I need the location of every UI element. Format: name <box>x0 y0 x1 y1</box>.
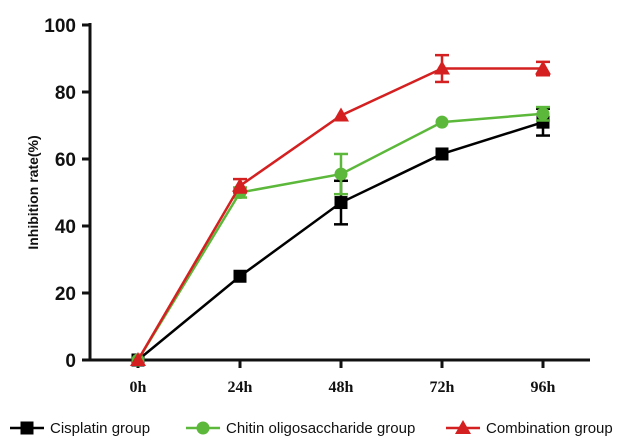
series-line <box>136 112 544 361</box>
chart-legend: Cisplatin group Chitin oligosaccharide gr… <box>10 420 613 437</box>
legend-item: Combination group <box>446 420 613 437</box>
y-tick-label: 60 <box>55 150 76 171</box>
data-point <box>334 196 348 210</box>
data-point <box>536 107 550 121</box>
y-axis-ticks: 0 20 40 60 80 100 <box>44 16 90 372</box>
legend-item: Chitin oligosaccharide group <box>186 420 415 437</box>
data-point <box>535 60 551 75</box>
data-point <box>435 147 449 161</box>
legend-marker <box>196 421 210 435</box>
legend-marker <box>455 420 471 434</box>
x-tick-label: 0h <box>130 379 147 396</box>
y-tick-label: 80 <box>55 83 76 104</box>
y-tick-label: 0 <box>65 351 76 372</box>
y-axis-title: Inhibition rate(%) <box>25 135 41 249</box>
legend-item: Cisplatin group <box>10 420 150 437</box>
data-point <box>435 115 449 129</box>
x-tick-label: 72h <box>430 379 455 396</box>
data-point <box>334 167 348 181</box>
series-circle <box>131 105 550 367</box>
data-point <box>130 352 146 366</box>
data-point <box>232 177 248 192</box>
y-tick-label: 100 <box>44 16 76 37</box>
x-tick-label: 96h <box>531 379 556 396</box>
legend-marker <box>20 421 34 435</box>
y-tick-label: 40 <box>55 217 76 238</box>
x-tick-label: 48h <box>329 379 354 396</box>
y-tick-label: 20 <box>55 284 76 305</box>
legend-label: Cisplatin group <box>50 420 150 437</box>
data-point <box>333 107 349 122</box>
legend-label: Chitin oligosaccharide group <box>226 420 415 437</box>
data-point <box>233 269 247 283</box>
x-axis-ticks: 0h 24h 48h 72h 96h <box>130 360 556 396</box>
x-tick-label: 24h <box>228 379 253 396</box>
series-square <box>131 107 550 367</box>
legend-label: Combination group <box>486 420 613 437</box>
series-layer <box>130 53 551 367</box>
series-triangle <box>130 53 551 366</box>
data-point <box>434 60 450 75</box>
